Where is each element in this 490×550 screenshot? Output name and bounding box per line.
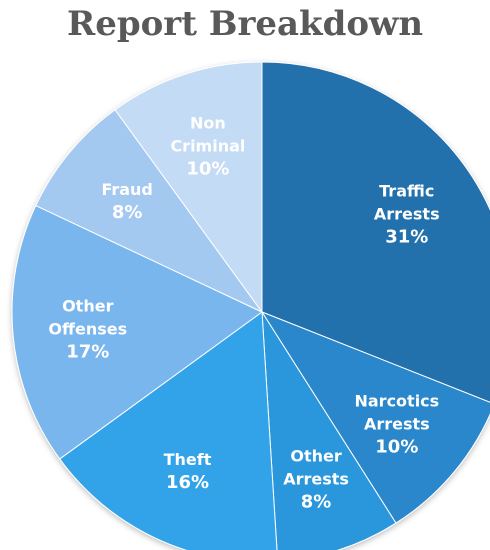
pie-slice-1 xyxy=(260,310,490,524)
slice-label-3: Theft 16% xyxy=(164,450,212,493)
slice-label-1: Narcotics Arrests 10% xyxy=(354,392,439,458)
slice-label-5: Fraud 8% xyxy=(101,180,152,223)
slice-label-0: Traffic Arrests 31% xyxy=(374,182,440,248)
slice-label-6: Non Criminal 10% xyxy=(170,114,245,180)
pie-slice-4 xyxy=(11,204,263,460)
pie-slice-3 xyxy=(59,311,278,550)
chart-title: Report Breakdown xyxy=(66,4,424,44)
slice-label-4: Other Offenses 17% xyxy=(48,296,127,362)
pie-slice-0 xyxy=(261,61,490,403)
pie-slice-5 xyxy=(35,109,263,313)
pie-slice-6 xyxy=(114,61,263,314)
slice-label-2: Other Arrests 8% xyxy=(283,446,349,512)
